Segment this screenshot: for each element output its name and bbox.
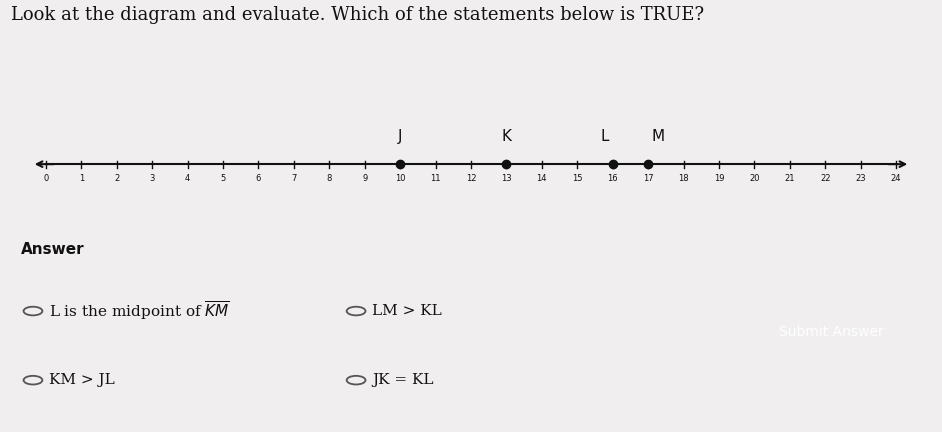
Text: 24: 24 — [891, 174, 901, 183]
Text: 16: 16 — [608, 174, 618, 183]
Text: 0: 0 — [43, 174, 49, 183]
Text: L is the midpoint of $\overline{KM}$: L is the midpoint of $\overline{KM}$ — [49, 300, 230, 322]
Text: 7: 7 — [291, 174, 297, 183]
Text: 18: 18 — [678, 174, 689, 183]
Text: 2: 2 — [114, 174, 120, 183]
Text: 4: 4 — [185, 174, 190, 183]
Text: Look at the diagram and evaluate. Which of the statements below is TRUE?: Look at the diagram and evaluate. Which … — [11, 6, 705, 25]
Text: KM > JL: KM > JL — [49, 373, 115, 387]
Text: 9: 9 — [362, 174, 367, 183]
Text: 13: 13 — [501, 174, 512, 183]
Text: Answer: Answer — [21, 242, 85, 257]
Text: JK = KL: JK = KL — [372, 373, 433, 387]
Text: 11: 11 — [430, 174, 441, 183]
Text: Submit Answer: Submit Answer — [779, 324, 884, 339]
Text: 14: 14 — [537, 174, 547, 183]
Text: 1: 1 — [79, 174, 84, 183]
Text: 21: 21 — [785, 174, 795, 183]
Text: 12: 12 — [465, 174, 477, 183]
Text: L: L — [601, 129, 609, 144]
Text: 20: 20 — [749, 174, 759, 183]
Text: 15: 15 — [572, 174, 582, 183]
Text: 5: 5 — [220, 174, 226, 183]
Text: J: J — [398, 129, 402, 144]
Text: 17: 17 — [642, 174, 654, 183]
Text: 3: 3 — [150, 174, 154, 183]
Text: 19: 19 — [714, 174, 724, 183]
Text: K: K — [501, 129, 512, 144]
Text: 10: 10 — [395, 174, 405, 183]
Text: 23: 23 — [855, 174, 866, 183]
Text: 8: 8 — [327, 174, 332, 183]
Text: LM > KL: LM > KL — [372, 304, 442, 318]
Text: 22: 22 — [820, 174, 831, 183]
Text: 6: 6 — [256, 174, 261, 183]
Text: M: M — [652, 129, 665, 144]
